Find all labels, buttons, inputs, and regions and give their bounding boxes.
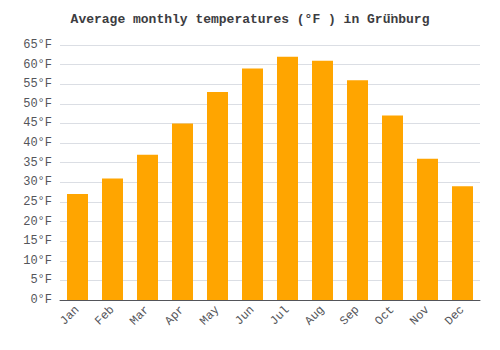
- svg-text:Dec: Dec: [442, 303, 467, 328]
- svg-text:Apr: Apr: [162, 303, 187, 328]
- svg-text:30°F: 30°F: [23, 175, 52, 189]
- svg-text:Jul: Jul: [267, 303, 292, 328]
- svg-text:Mar: Mar: [127, 303, 152, 328]
- svg-text:Average monthly temperatures (: Average monthly temperatures (°F ) in Gr…: [71, 12, 430, 27]
- svg-text:Jun: Jun: [232, 303, 257, 328]
- svg-text:50°F: 50°F: [23, 97, 52, 111]
- svg-text:15°F: 15°F: [23, 234, 52, 248]
- svg-text:65°F: 65°F: [23, 38, 52, 52]
- svg-text:0°F: 0°F: [30, 293, 52, 307]
- svg-text:Sep: Sep: [337, 303, 362, 328]
- svg-text:5°F: 5°F: [30, 273, 52, 287]
- svg-text:Nov: Nov: [407, 303, 432, 328]
- svg-text:Feb: Feb: [92, 303, 117, 328]
- svg-text:25°F: 25°F: [23, 195, 52, 209]
- svg-text:60°F: 60°F: [23, 58, 52, 72]
- svg-text:Aug: Aug: [302, 303, 327, 328]
- svg-text:35°F: 35°F: [23, 156, 52, 170]
- svg-text:20°F: 20°F: [23, 215, 52, 229]
- svg-text:May: May: [197, 303, 222, 328]
- svg-text:45°F: 45°F: [23, 116, 52, 130]
- svg-text:55°F: 55°F: [23, 77, 52, 91]
- svg-text:Jan: Jan: [57, 303, 82, 328]
- svg-text:10°F: 10°F: [23, 254, 52, 268]
- svg-text:40°F: 40°F: [23, 136, 52, 150]
- svg-text:Oct: Oct: [372, 303, 397, 328]
